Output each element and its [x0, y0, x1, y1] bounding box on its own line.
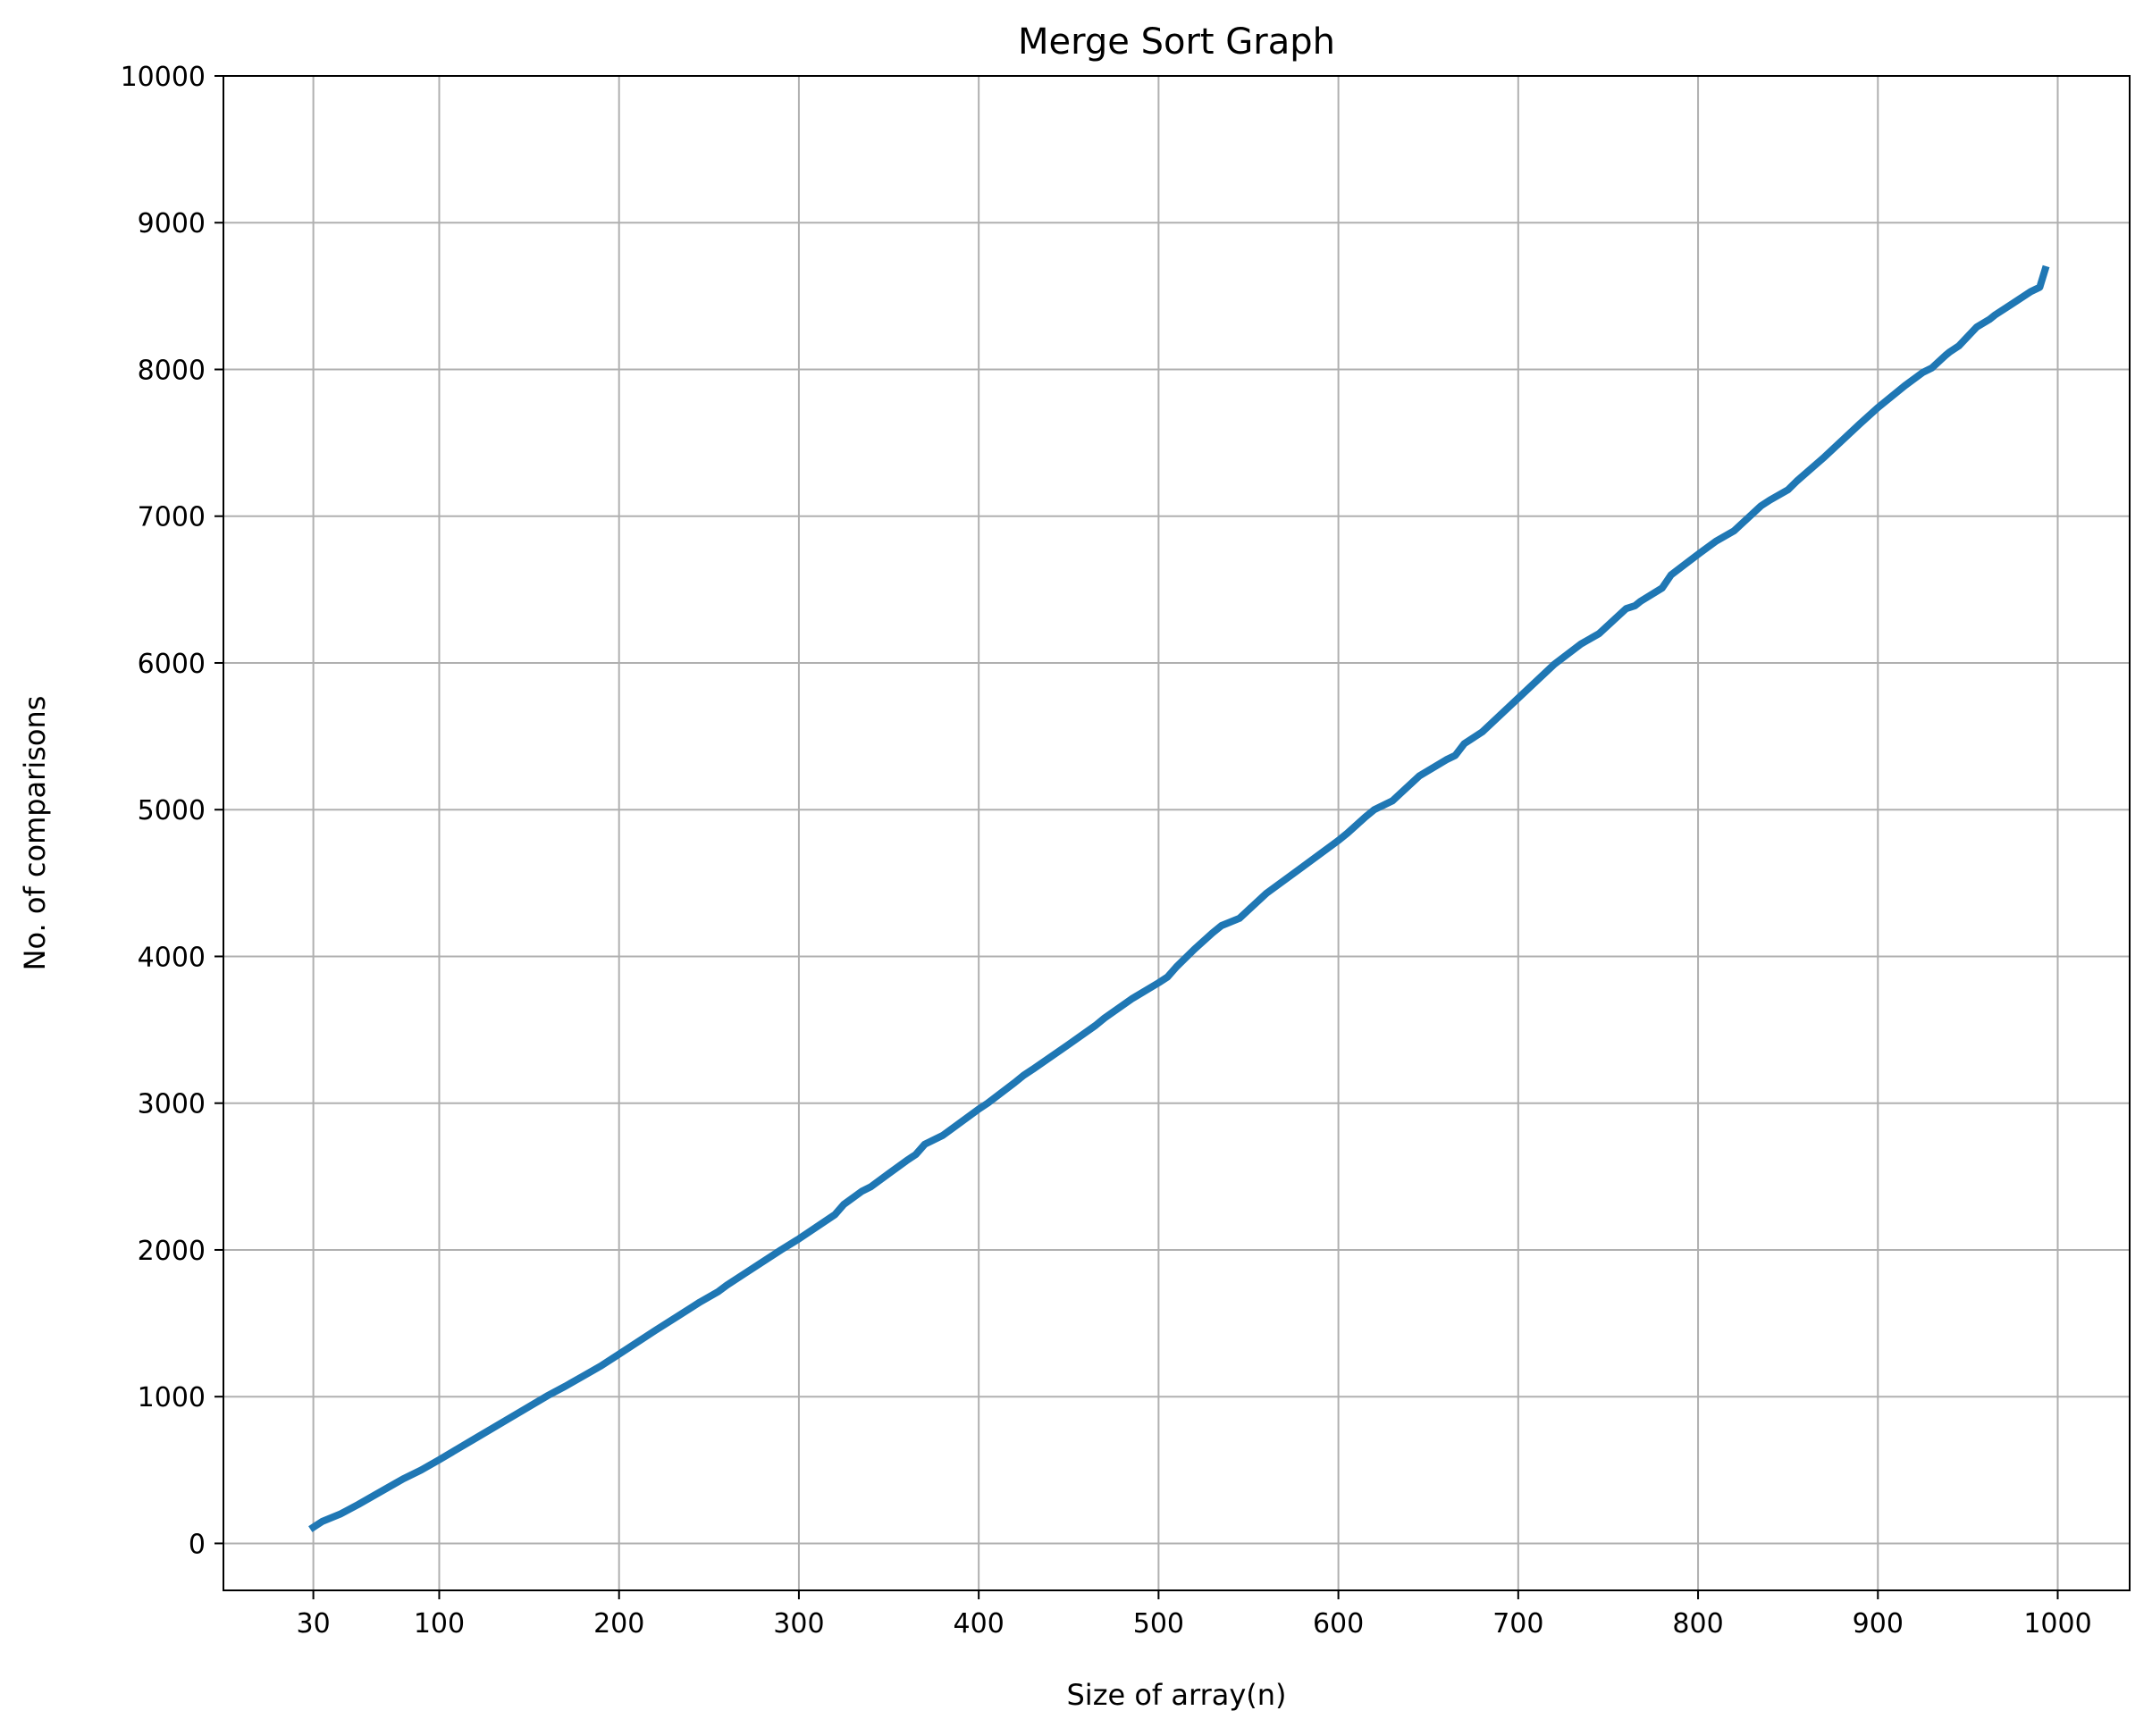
x-tick-label: 500 [1133, 1608, 1184, 1640]
plot-frame [223, 75, 2131, 1591]
y-tick-label: 1000 [138, 1382, 206, 1413]
series-line [308, 264, 2050, 1532]
y-axis-label: No. of comparisons [18, 696, 52, 971]
y-axis-ticks: 0 1000 2000 3000 4000 5000 6000 7000 8000 9000 100… [121, 62, 223, 1560]
y-tick-label: 4000 [138, 942, 206, 973]
x-tick-label: 200 [593, 1608, 644, 1640]
x-axis-label: Size of array(n) [1066, 1678, 1286, 1712]
series-group [308, 264, 2050, 1532]
y-tick-label: 9000 [138, 208, 206, 239]
x-tick-label: 100 [414, 1608, 465, 1640]
y-tick-label: 10000 [121, 62, 206, 93]
y-tick-label: 6000 [138, 649, 206, 680]
x-tick-label: 30 [297, 1608, 331, 1640]
x-tick-label: 900 [1853, 1608, 1904, 1640]
x-tick-label: 400 [954, 1608, 1005, 1640]
y-tick-label: 3000 [138, 1089, 206, 1120]
y-tick-label: 2000 [138, 1236, 206, 1267]
x-tick-label: 800 [1672, 1608, 1723, 1640]
y-tick-label: 7000 [138, 502, 206, 533]
x-axis-ticks: 30 100 200 300 400 500 600 700 800 900 1000 [297, 1590, 2092, 1640]
x-tick-label: 1000 [2023, 1608, 2091, 1640]
y-tick-label: 8000 [138, 355, 206, 386]
x-tick-label: 300 [773, 1608, 824, 1640]
x-tick-label: 600 [1313, 1608, 1364, 1640]
chart-title: Merge Sort Graph [1018, 21, 1335, 63]
x-tick-label: 700 [1492, 1608, 1543, 1640]
y-tick-label: 5000 [138, 795, 206, 826]
y-tick-label: 0 [189, 1529, 206, 1560]
